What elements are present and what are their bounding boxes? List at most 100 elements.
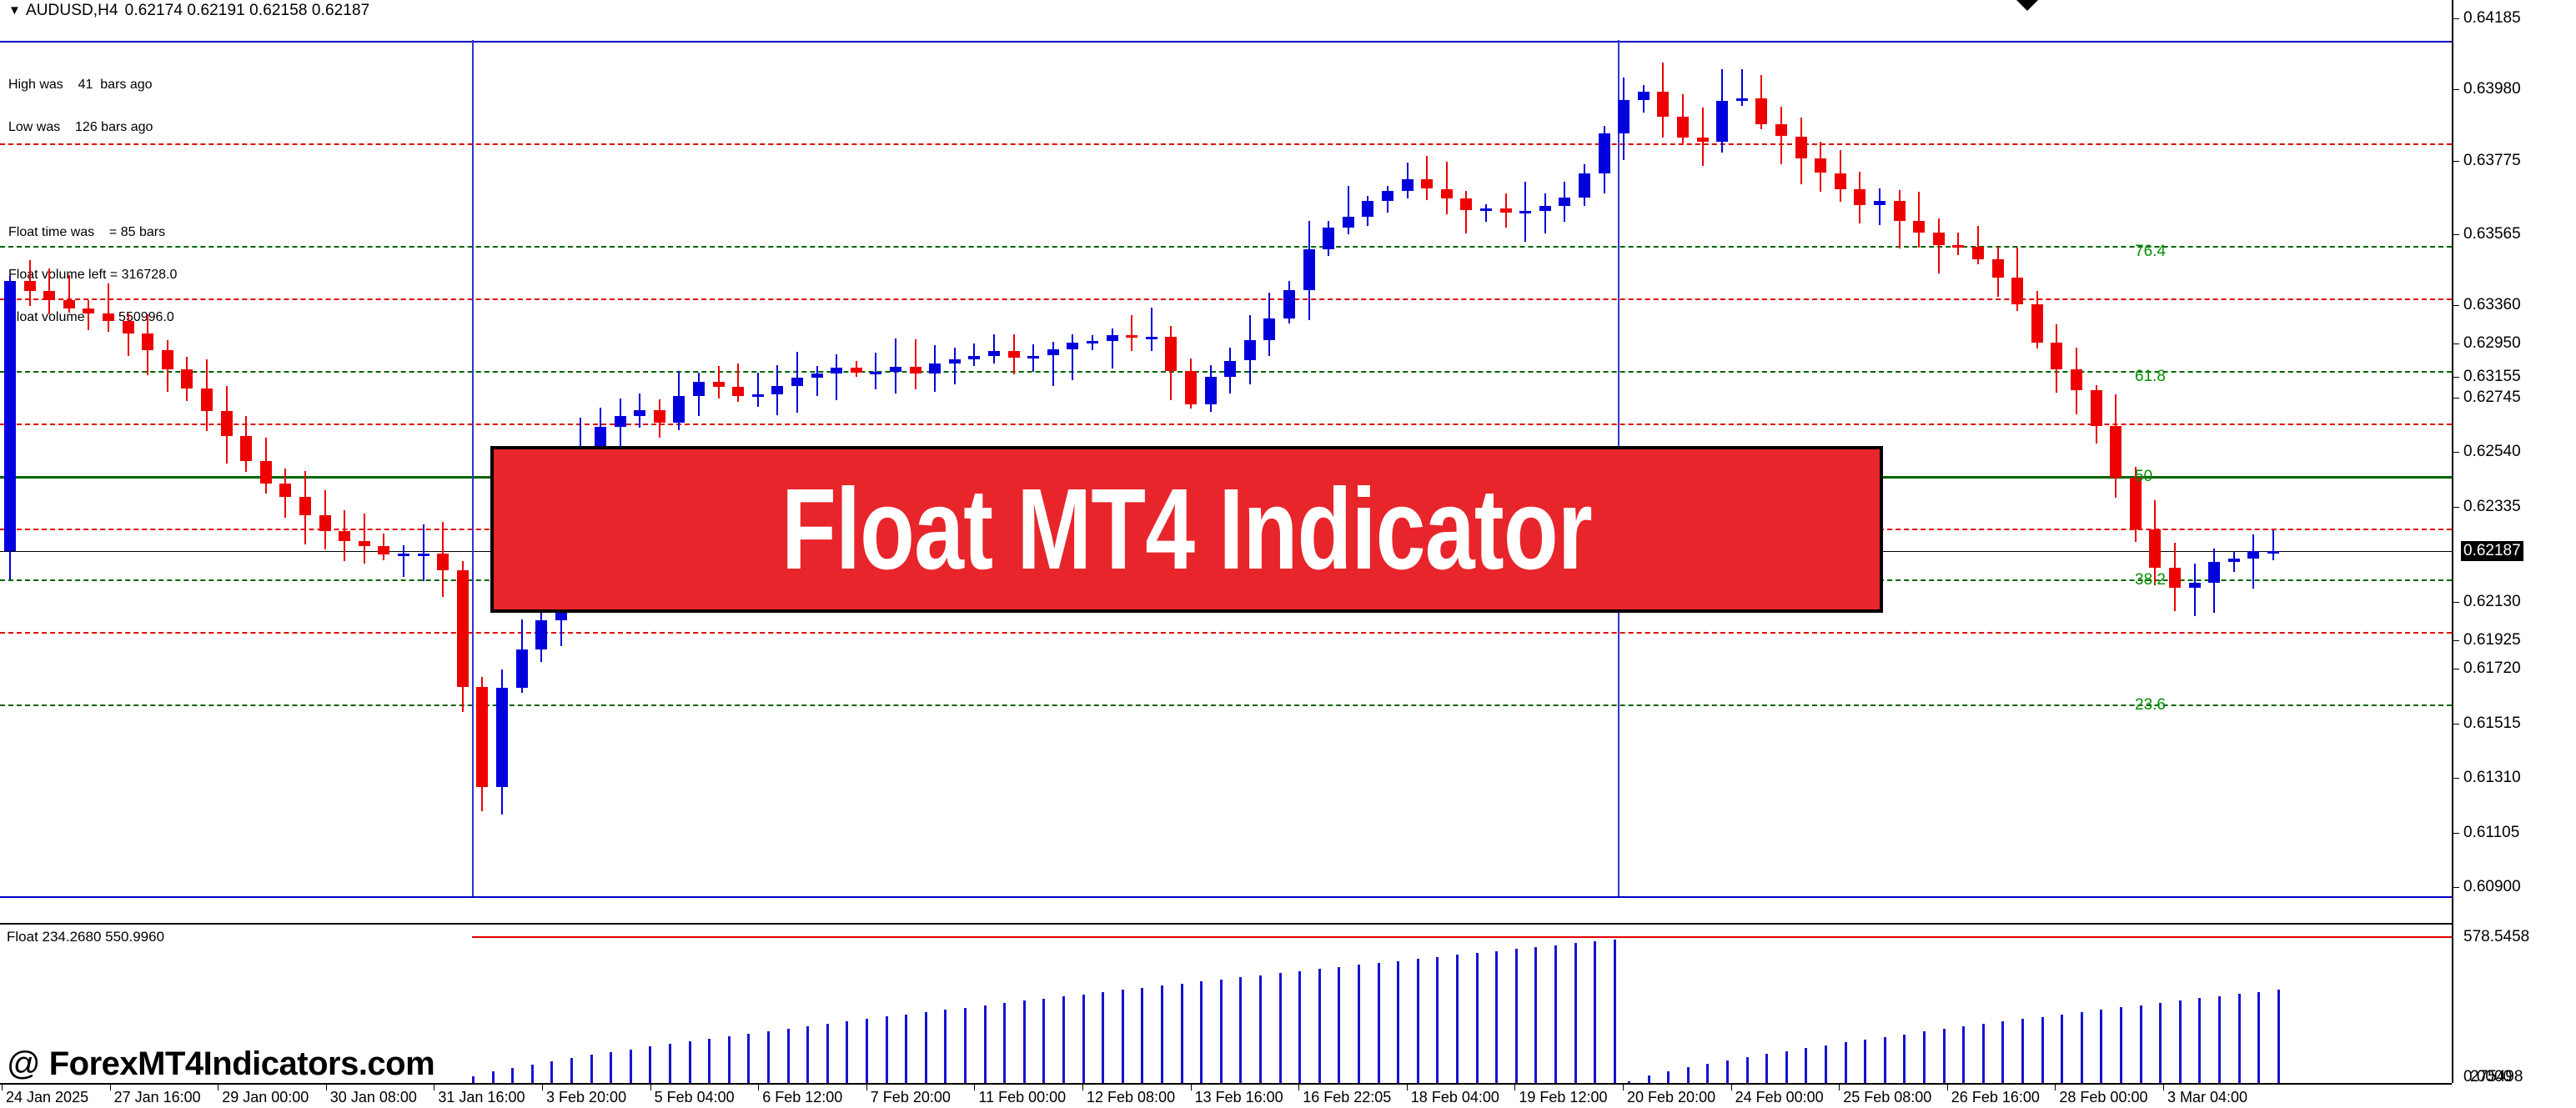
candle-body <box>1775 123 1787 137</box>
candle-body <box>850 368 862 374</box>
candle-wick <box>1150 307 1152 351</box>
candle-body <box>1657 92 1670 118</box>
float-indicator-pane[interactable] <box>0 923 2452 1085</box>
price-tick <box>2452 305 2459 306</box>
candle-body <box>1283 290 1295 319</box>
histogram-bar <box>1706 1064 1709 1083</box>
candle-body <box>1579 173 1590 198</box>
histogram-bar <box>570 1058 573 1083</box>
candle-body <box>1696 137 1709 142</box>
price-tick <box>2452 778 2459 779</box>
price-tick <box>2452 507 2459 508</box>
candle-body <box>1991 258 2004 278</box>
histogram-bar <box>905 1015 907 1083</box>
time-label: 20 Feb 20:00 <box>1627 1089 1716 1105</box>
candle-body <box>870 372 882 375</box>
time-tick <box>866 1083 867 1090</box>
histogram-bar <box>511 1068 514 1083</box>
candle-wick <box>1052 342 1054 387</box>
histogram-bar <box>1534 947 1537 1083</box>
candle-wick <box>2272 529 2274 560</box>
candle-wick <box>1347 185 1349 234</box>
time-label: 7 Feb 20:00 <box>870 1089 951 1105</box>
candle-body <box>988 351 1000 356</box>
triangle-down-icon[interactable]: ▼ <box>8 3 21 18</box>
ohlc-values: 0.62174 0.62191 0.62158 0.62187 <box>124 2 370 19</box>
price-label: 0.62335 <box>2463 498 2521 515</box>
candle-body <box>1735 98 1748 102</box>
histogram-bar <box>964 1008 967 1083</box>
candle-wick <box>756 373 759 407</box>
time-label: 26 Feb 16:00 <box>1951 1089 2040 1105</box>
histogram-bar <box>767 1031 770 1083</box>
candle-wick <box>1879 188 1881 225</box>
candle-body <box>634 410 646 416</box>
candle-body <box>1145 336 1157 339</box>
candle-body <box>732 387 745 397</box>
candle-body <box>496 687 508 787</box>
histogram-bar <box>1003 1003 1006 1083</box>
candle-wick <box>993 333 995 363</box>
candle-body <box>1106 334 1118 342</box>
candle-body <box>2011 277 2024 304</box>
histogram-bar <box>1456 955 1459 1083</box>
histogram-bar <box>630 1050 632 1083</box>
candle-body <box>1087 341 1098 344</box>
histogram-bar <box>1785 1051 1788 1083</box>
candle-wick <box>1426 155 1429 200</box>
time-label: 18 Feb 04:00 <box>1410 1089 1499 1105</box>
time-tick <box>2163 1083 2164 1090</box>
price-label: 0.63155 <box>2463 368 2521 385</box>
histogram-bar <box>708 1039 711 1083</box>
candle-body <box>693 382 705 397</box>
candle-body <box>515 649 528 688</box>
level-line-upper-boundary <box>0 41 2452 43</box>
float-time-label: Float time was = 85 bars <box>8 225 166 240</box>
histogram-bar <box>1279 973 1282 1083</box>
price-label: 0.64185 <box>2463 9 2521 27</box>
candle-body <box>23 280 36 291</box>
histogram-bar <box>1023 1000 1026 1083</box>
price-label: 0.63980 <box>2463 80 2521 98</box>
candle-wick <box>953 348 956 385</box>
time-label: 27 Jan 16:00 <box>113 1089 201 1105</box>
level-line-float-lower <box>0 632 2452 634</box>
histogram-bar <box>1594 941 1596 1083</box>
histogram-bar <box>2001 1021 2004 1083</box>
candle-body <box>1815 158 1827 173</box>
candle-body <box>1007 351 1020 358</box>
time-axis-separator <box>0 1083 2452 1085</box>
candle-body <box>1362 200 1374 217</box>
price-label: 0.62130 <box>2463 593 2521 610</box>
histogram-bar <box>2061 1015 2063 1083</box>
candle-wick <box>2232 552 2235 572</box>
candle-body <box>122 320 134 333</box>
candle-body <box>1795 136 1807 158</box>
histogram-bar <box>689 1041 691 1083</box>
price-label: 0.62540 <box>2463 443 2521 460</box>
time-tick <box>109 1083 111 1090</box>
candle-wick <box>1072 333 1074 380</box>
price-label: 0.63360 <box>2463 296 2521 313</box>
price-tick <box>2452 18 2459 19</box>
level-line-fib-76.4 <box>0 246 2452 248</box>
candle-body <box>2051 342 2063 369</box>
candle-body <box>535 619 548 650</box>
candle-body <box>653 410 665 423</box>
candle-wick <box>88 299 90 330</box>
histogram-bar <box>806 1026 809 1083</box>
time-label: 19 Feb 12:00 <box>1519 1089 1608 1105</box>
histogram-bar <box>1042 999 1045 1083</box>
candle-body <box>948 358 961 363</box>
candle-body <box>161 350 173 369</box>
candle-body <box>2247 550 2260 559</box>
time-label: 30 Jan 08:00 <box>329 1089 417 1105</box>
candle-wick <box>914 338 916 389</box>
price-tick <box>2452 640 2459 641</box>
candle-wick <box>1445 162 1448 214</box>
histogram-bar <box>1614 940 1616 1083</box>
candle-body <box>1874 200 1886 205</box>
time-tick <box>1730 1083 1732 1090</box>
candle-wick <box>363 513 365 564</box>
